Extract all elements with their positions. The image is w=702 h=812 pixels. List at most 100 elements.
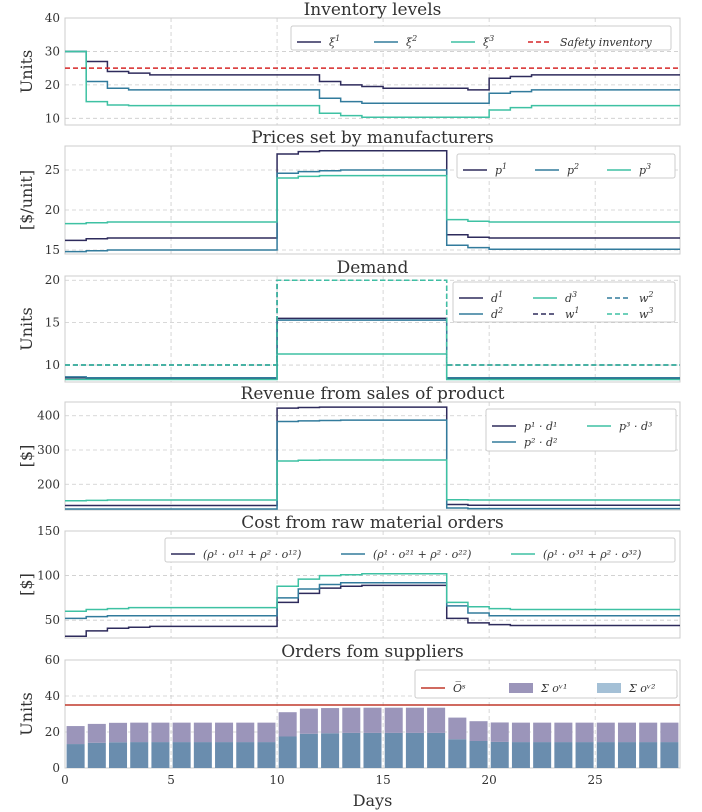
bar-o2 xyxy=(490,741,509,768)
bar-o2 xyxy=(427,732,446,768)
bar-o2 xyxy=(109,742,128,768)
bar-o1 xyxy=(363,707,382,733)
series-line-2 xyxy=(65,419,680,510)
legend-box xyxy=(452,281,676,323)
y-axis-label: Units xyxy=(17,692,36,736)
bar-o1 xyxy=(596,722,615,743)
legend-label: ξ1 xyxy=(329,34,340,49)
bar-o1 xyxy=(427,707,446,733)
series-line-1 xyxy=(65,406,680,507)
legend-box xyxy=(485,408,677,452)
y-tick-label: 20 xyxy=(45,203,60,217)
bar-o1 xyxy=(469,721,488,741)
y-axis-label: Units xyxy=(17,50,36,94)
legend-label: ξ2 xyxy=(406,34,417,49)
bar-o1 xyxy=(109,722,128,743)
bar-o1 xyxy=(151,722,170,743)
series-line-2 xyxy=(65,50,680,105)
plot-area xyxy=(64,17,681,126)
chart-title: Inventory levels xyxy=(304,0,442,20)
y-tick-label: 15 xyxy=(45,316,60,330)
legend-label: w2 xyxy=(639,290,654,305)
legend-label: d1 xyxy=(491,290,503,305)
series-line-3 xyxy=(65,174,680,225)
series-line-6 xyxy=(65,279,680,366)
chart-title: Revenue from sales of product xyxy=(241,384,505,404)
bar-o2 xyxy=(533,742,552,768)
bar-o2 xyxy=(321,733,340,768)
legend-label: p3 xyxy=(639,162,651,177)
y-axis-label: [$/unit] xyxy=(17,170,36,230)
bar-o2 xyxy=(575,742,594,768)
series-line-1 xyxy=(65,317,680,380)
legend-box xyxy=(290,25,672,51)
series-line-3 xyxy=(65,459,680,502)
series-line-1 xyxy=(65,50,680,91)
series-line-2 xyxy=(65,319,680,379)
x-tick-label: 25 xyxy=(588,773,603,787)
bar-o1 xyxy=(405,707,424,733)
legend-label: d3 xyxy=(565,290,577,305)
bar-o1 xyxy=(554,722,573,743)
y-tick-label: 40 xyxy=(45,11,60,25)
y-tick-label: 10 xyxy=(45,358,60,372)
bar-o1 xyxy=(639,722,658,743)
x-tick-label: 0 xyxy=(61,773,69,787)
y-tick-label: 200 xyxy=(37,477,60,491)
chart-title: Orders fom suppliers xyxy=(281,642,464,662)
legend-label: ξ3 xyxy=(483,34,494,49)
y-tick-label: 10 xyxy=(45,111,60,125)
y-axis-label: [$] xyxy=(17,573,36,596)
bar-o1 xyxy=(384,707,403,733)
y-tick-label: 50 xyxy=(45,613,60,627)
x-tick-label: 20 xyxy=(481,773,496,787)
legend: O̅ˢ Σ oᵛ¹ Σ oᵛ² xyxy=(414,669,678,699)
bar-o2 xyxy=(596,742,615,768)
legend-label: w1 xyxy=(565,306,580,321)
x-tick-label: 15 xyxy=(375,773,390,787)
legend-marker xyxy=(597,683,621,693)
y-tick-label: 20 xyxy=(45,725,60,739)
legend-box xyxy=(456,153,676,179)
legend-label: w3 xyxy=(639,306,654,321)
bar-o1 xyxy=(215,722,234,743)
bar-o1 xyxy=(511,722,530,743)
bar-o2 xyxy=(554,742,573,768)
bar-o2 xyxy=(342,732,361,768)
legend-label: p1 xyxy=(495,162,507,177)
chart-title: Prices set by manufacturers xyxy=(251,128,494,148)
panel-orders: 0 20 40 60 Orders fom suppliers Units O̅ˢ Σ oᵛ¹… xyxy=(17,642,681,810)
panel-prices: 15 20 25 Prices set by manufacturers [$/unit… xyxy=(17,128,681,257)
bar-o2 xyxy=(151,742,170,768)
y-tick-label: 400 xyxy=(37,409,60,423)
legend: p1 p2 p3 xyxy=(456,153,676,179)
bar-o1 xyxy=(257,722,276,743)
bar-o1 xyxy=(66,726,85,745)
y-tick-label: 30 xyxy=(45,44,60,58)
series-line-3 xyxy=(65,50,680,119)
bar-o2 xyxy=(617,742,636,768)
bar-o2 xyxy=(299,733,318,768)
chart-title: Cost from raw material orders xyxy=(241,513,503,533)
bar-o1 xyxy=(87,723,106,743)
series-line-2 xyxy=(65,581,680,620)
panel-inventory: 10 20 30 40 Inventory levels Units ξ1 ξ2 ξ3 Safet… xyxy=(17,0,681,126)
bar-o2 xyxy=(172,742,191,768)
bar-o2 xyxy=(130,742,149,768)
y-tick-label: 20 xyxy=(45,78,60,92)
bar-o2 xyxy=(193,742,212,768)
bar-o2 xyxy=(87,742,106,768)
series-line-3 xyxy=(65,573,680,612)
series-line-3 xyxy=(65,353,680,381)
series-line-1 xyxy=(65,150,680,242)
y-axis-label: [$] xyxy=(17,445,36,468)
legend-label: (ρ¹ · o²¹ + ρ² · o²²) xyxy=(373,548,471,561)
legend: (ρ¹ · o¹¹ + ρ² · o¹²) (ρ¹ · o²¹ + ρ² · o²… xyxy=(164,537,676,563)
y-tick-label: 0 xyxy=(52,761,60,775)
bar-o1 xyxy=(172,722,191,743)
legend: ξ1 ξ2 ξ3 Safety inventory xyxy=(290,25,672,51)
bar-o1 xyxy=(533,722,552,743)
bar-o2 xyxy=(66,744,85,768)
